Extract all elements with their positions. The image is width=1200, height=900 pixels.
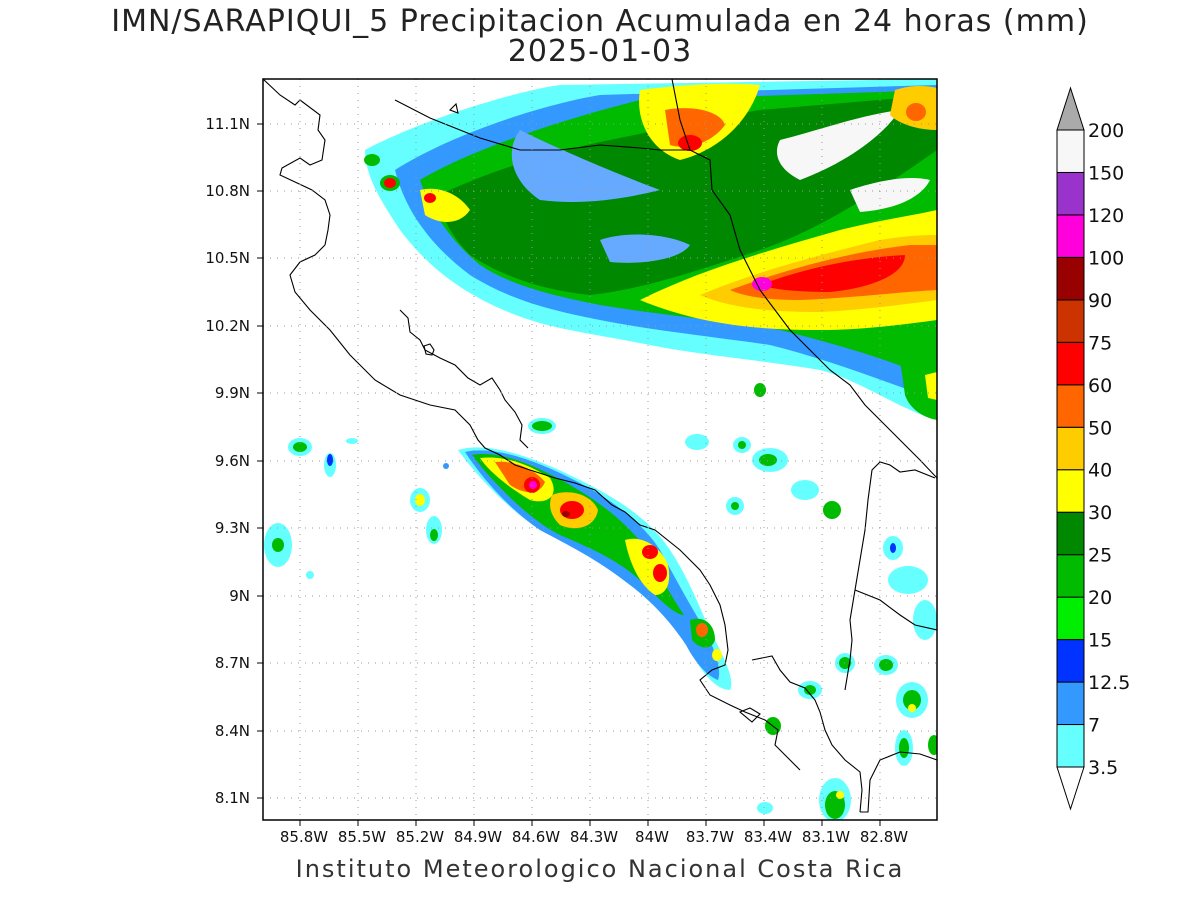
lon-tick-label: 84.6W: [512, 828, 560, 846]
colorbar-segment: [1056, 724, 1085, 768]
map-title: IMN/SARAPIQUI_5 Precipitacion Acumulada …: [111, 4, 1089, 39]
colorbar-label: 15: [1088, 630, 1112, 652]
colorbar-label: 120: [1088, 205, 1124, 227]
colorbar-label: 100: [1088, 247, 1124, 269]
map-date: 2025-01-03: [507, 34, 693, 69]
colorbar-label: 7: [1088, 715, 1100, 737]
colorbar-label: 3.5: [1088, 757, 1118, 779]
gridlines: [263, 79, 937, 820]
lon-tick-label: 83.7W: [686, 828, 734, 846]
colorbar-legend: 3.5 7 12.5 15 20 25 30 40 50 60 75 90 100 120 150 200: [1056, 86, 1130, 811]
coastlines: [263, 79, 937, 813]
plot-area: [263, 79, 937, 820]
lat-tick-label: 8.4N: [215, 722, 250, 740]
colorbar-segment: [1056, 299, 1085, 343]
colorbar-min-arrow: [1056, 766, 1085, 811]
precip-pacific-band: [458, 418, 732, 690]
lon-tick-label: 85.2W: [396, 828, 444, 846]
precip-scattered-cells: [264, 383, 937, 820]
colorbar-segment: [1056, 214, 1085, 258]
colorbar-label: 90: [1088, 290, 1112, 312]
lat-tick-label: 9N: [229, 587, 250, 605]
colorbar-segment: [1056, 171, 1085, 216]
lat-tick-label: 10.5N: [205, 249, 250, 267]
colorbar-label: 150: [1088, 162, 1124, 184]
lon-tick-label: 82.8W: [860, 828, 908, 846]
lon-tick-label: 83.4W: [744, 828, 792, 846]
colorbar-label: 25: [1088, 545, 1112, 567]
colorbar-label: 12.5: [1088, 672, 1130, 694]
colorbar-segment: [1056, 554, 1085, 598]
lon-tick-label: 84.9W: [454, 828, 502, 846]
colorbar-label: 30: [1088, 502, 1112, 524]
lat-tick-label: 9.6N: [215, 452, 250, 470]
colorbar-label: 50: [1088, 417, 1112, 439]
colorbar-segment: [1056, 469, 1085, 513]
lat-tick-label: 10.2N: [205, 317, 250, 335]
lon-tick-label: 83.1W: [802, 828, 850, 846]
lon-tick-label: 85.8W: [280, 828, 328, 846]
lat-tick-label: 11.1N: [205, 115, 250, 133]
lon-axis: 85.8W 85.5W 85.2W 84.9W 84.6W 84.3W 84W …: [280, 820, 908, 846]
colorbar-max-arrow: [1056, 86, 1085, 131]
colorbar-segment: [1056, 511, 1085, 556]
colorbar-segment: [1056, 426, 1085, 471]
colorbar-label: 20: [1088, 587, 1112, 609]
colorbar-segment: [1056, 341, 1085, 386]
lon-tick-label: 84.3W: [570, 828, 618, 846]
colorbar-label: 40: [1088, 460, 1112, 482]
colorbar-segment: [1056, 596, 1085, 641]
lat-tick-label: 8.7N: [215, 654, 250, 672]
country-borders: [394, 79, 937, 691]
lat-tick-label: 10.8N: [205, 182, 250, 200]
lat-tick-label: 8.1N: [215, 789, 250, 807]
colorbar-segment: [1056, 129, 1085, 173]
lat-tick-label: 9.9N: [215, 384, 250, 402]
colorbar-label: 75: [1088, 332, 1112, 354]
lon-tick-label: 84W: [635, 828, 669, 846]
colorbar-label: 200: [1088, 120, 1124, 142]
colorbar-segment: [1056, 256, 1085, 301]
footer-credit: Instituto Meteorologico Nacional Costa R…: [295, 855, 905, 883]
lon-tick-label: 85.5W: [338, 828, 386, 846]
colorbar-label: 60: [1088, 375, 1112, 397]
colorbar-segment: [1056, 681, 1085, 726]
colorbar-segment: [1056, 639, 1085, 683]
lat-axis: 11.1N 10.8N 10.5N 10.2N 9.9N 9.6N 9.3N 9…: [205, 115, 263, 807]
colorbar-segment: [1056, 384, 1085, 428]
map-frame: [262, 78, 938, 821]
lat-tick-label: 9.3N: [215, 519, 250, 537]
